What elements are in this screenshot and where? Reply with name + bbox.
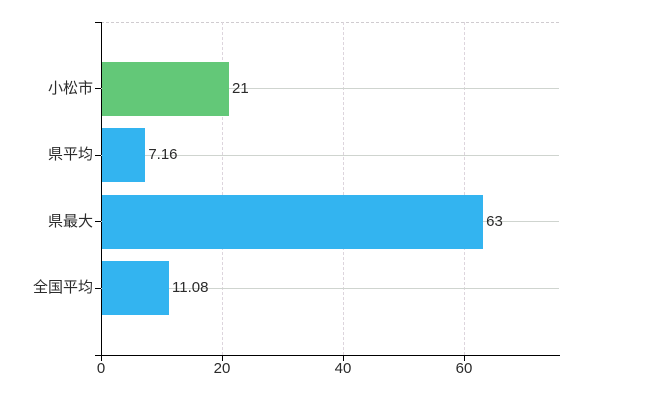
x-axis-tick (464, 355, 465, 361)
y-axis-tick (95, 221, 101, 223)
vertical-gridline (343, 22, 344, 355)
horizontal-gridline (101, 88, 559, 90)
y-axis-top-tick (95, 22, 101, 23)
horizontal-gridline (101, 287, 559, 289)
category-label: 小松市 (47, 79, 93, 97)
x-axis-line (95, 355, 560, 356)
vertical-gridline (464, 22, 465, 355)
value-label: 7.16 (148, 146, 178, 164)
category-label: 全国平均 (32, 279, 93, 297)
x-tick-label: 40 (334, 360, 352, 377)
bar (102, 194, 484, 249)
x-axis-tick (343, 355, 344, 361)
value-label: 11.08 (172, 279, 209, 297)
category-label: 県平均 (47, 146, 93, 164)
x-tick-label: 20 (213, 360, 231, 377)
plot-top-border (101, 22, 559, 23)
bar (102, 261, 170, 316)
y-axis-tick (95, 88, 101, 90)
x-tick-label: 60 (455, 360, 473, 377)
bar (102, 128, 146, 183)
x-axis-tick (101, 355, 102, 361)
y-axis-line (101, 22, 102, 356)
y-axis-tick (95, 287, 101, 289)
vertical-gridline (222, 22, 223, 355)
category-label: 県最大 (47, 212, 93, 230)
bar (102, 61, 230, 116)
x-tick-label: 0 (96, 360, 106, 377)
value-label: 21 (232, 79, 249, 97)
horizontal-gridline (101, 154, 559, 156)
x-axis-tick (222, 355, 223, 361)
value-label: 63 (486, 212, 503, 230)
y-axis-tick (95, 154, 101, 156)
